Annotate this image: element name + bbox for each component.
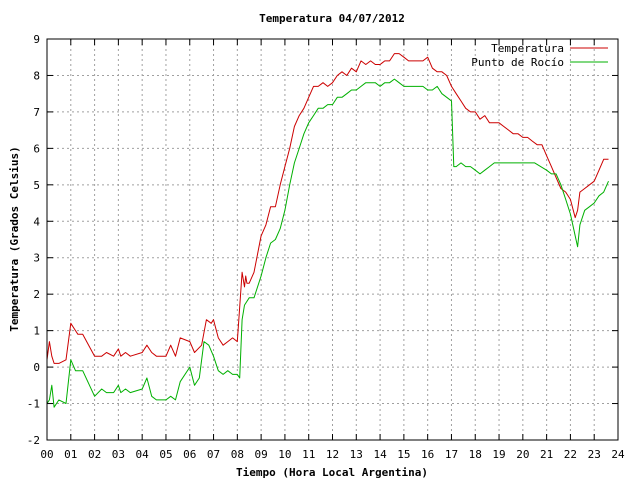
y-tick-label: 1 [33,325,40,338]
x-tick-label: 12 [326,448,339,461]
x-tick-label: 09 [255,448,268,461]
legend-label-punto-de-rocio: Punto de Rocío [471,56,564,69]
y-axis-label: Temperatura (Grados Celsius) [8,146,21,331]
y-tick-label: 8 [33,69,40,82]
x-tick-label: 06 [183,448,196,461]
x-axis-label: Tiempo (Hora Local Argentina) [236,466,428,479]
y-tick-label: 3 [33,252,40,265]
x-tick-label: 07 [207,448,220,461]
x-tick-label: 00 [40,448,53,461]
y-tick-label: 5 [33,179,40,192]
x-tick-label: 19 [492,448,505,461]
x-tick-label: 20 [516,448,529,461]
y-tick-label: -1 [27,398,40,411]
x-tick-label: 01 [64,448,77,461]
y-tick-label: 6 [33,142,40,155]
x-tick-label: 15 [397,448,410,461]
y-tick-label: -2 [27,434,40,447]
x-tick-label: 04 [136,448,150,461]
y-tick-label: 4 [33,215,40,228]
y-tick-label: 9 [33,33,40,46]
tick-labels: 00 01 02 03 04 05 06 07 08 09 10 11 12 13 14 15 16 17 18 19… [27,33,625,461]
y-tick-label: 2 [33,288,40,301]
x-tick-label: 24 [611,448,625,461]
grid-lines [47,39,618,440]
x-tick-label: 21 [540,448,553,461]
x-tick-label: 08 [231,448,244,461]
y-tick-label: 0 [33,361,40,374]
x-tick-label: 22 [564,448,577,461]
x-tick-label: 17 [445,448,458,461]
series-group [46,53,609,408]
series-line-punto-de-rocio [46,78,609,408]
legend-label-temperatura: Temperatura [491,42,564,55]
x-tick-label: 10 [278,448,291,461]
y-tick-label: 7 [33,106,40,119]
x-tick-label: 14 [373,448,387,461]
legend: Temperatura Punto de Rocío [471,42,608,69]
x-tick-label: 13 [350,448,363,461]
x-tick-label: 23 [588,448,601,461]
x-tick-label: 02 [88,448,101,461]
x-tick-label: 05 [159,448,172,461]
chart-title: Temperatura 04/07/2012 [259,12,405,25]
x-tick-label: 03 [112,448,125,461]
x-tick-label: 16 [421,448,434,461]
axis-ticks [46,38,619,441]
x-tick-label: 11 [302,448,315,461]
x-tick-label: 18 [469,448,482,461]
series-line-temperatura [46,53,609,364]
